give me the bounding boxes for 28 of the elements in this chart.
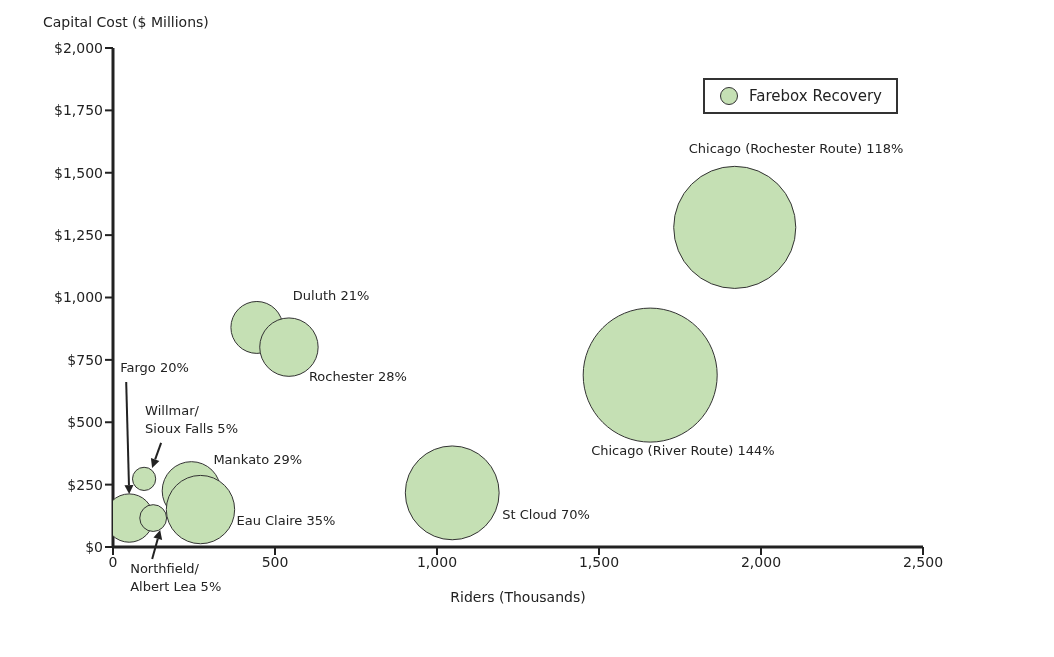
annotation: Mankato 29% (213, 451, 303, 467)
x-tick-label: 0 (108, 553, 118, 570)
annotation: Eau Claire 35% (236, 512, 336, 528)
x-axis-title: Riders (Thousands) (450, 589, 586, 605)
y-axis-title: Capital Cost ($ Millions) (43, 14, 209, 30)
y-tick-label: $1,750 (54, 102, 103, 119)
y-tick-label: $1,500 (54, 164, 103, 181)
annotation: St Cloud 70% (502, 506, 590, 522)
x-tick-label: 500 (261, 553, 289, 570)
y-tick-label: $500 (67, 414, 103, 431)
annotation: Willmar/ Sioux Falls 5% (145, 402, 238, 436)
y-tick-label: $750 (67, 351, 103, 368)
y-tick-label: $1,250 (54, 227, 103, 244)
x-tick-label: 1,000 (416, 553, 458, 570)
annotation: Chicago (River Route) 144% (591, 443, 775, 459)
annotation: Fargo 20% (120, 360, 189, 376)
x-tick-label: 2,000 (740, 553, 782, 570)
x-tick-label: 2,500 (902, 553, 944, 570)
annotation: Rochester 28% (308, 369, 407, 385)
legend-label: Farebox Recovery (748, 86, 882, 106)
y-tick-label: $2,000 (54, 39, 103, 56)
x-tick-label: 1,500 (578, 553, 620, 570)
y-tick-label: $250 (67, 476, 103, 493)
y-tick-label: $0 (85, 538, 103, 555)
y-tick-label: $1,000 (54, 289, 103, 306)
annotation: Chicago (Rochester Route) 118% (688, 141, 904, 157)
text: Northfield/ Albert Lea 5% (130, 561, 222, 595)
annotation: Duluth 21% (292, 288, 370, 304)
